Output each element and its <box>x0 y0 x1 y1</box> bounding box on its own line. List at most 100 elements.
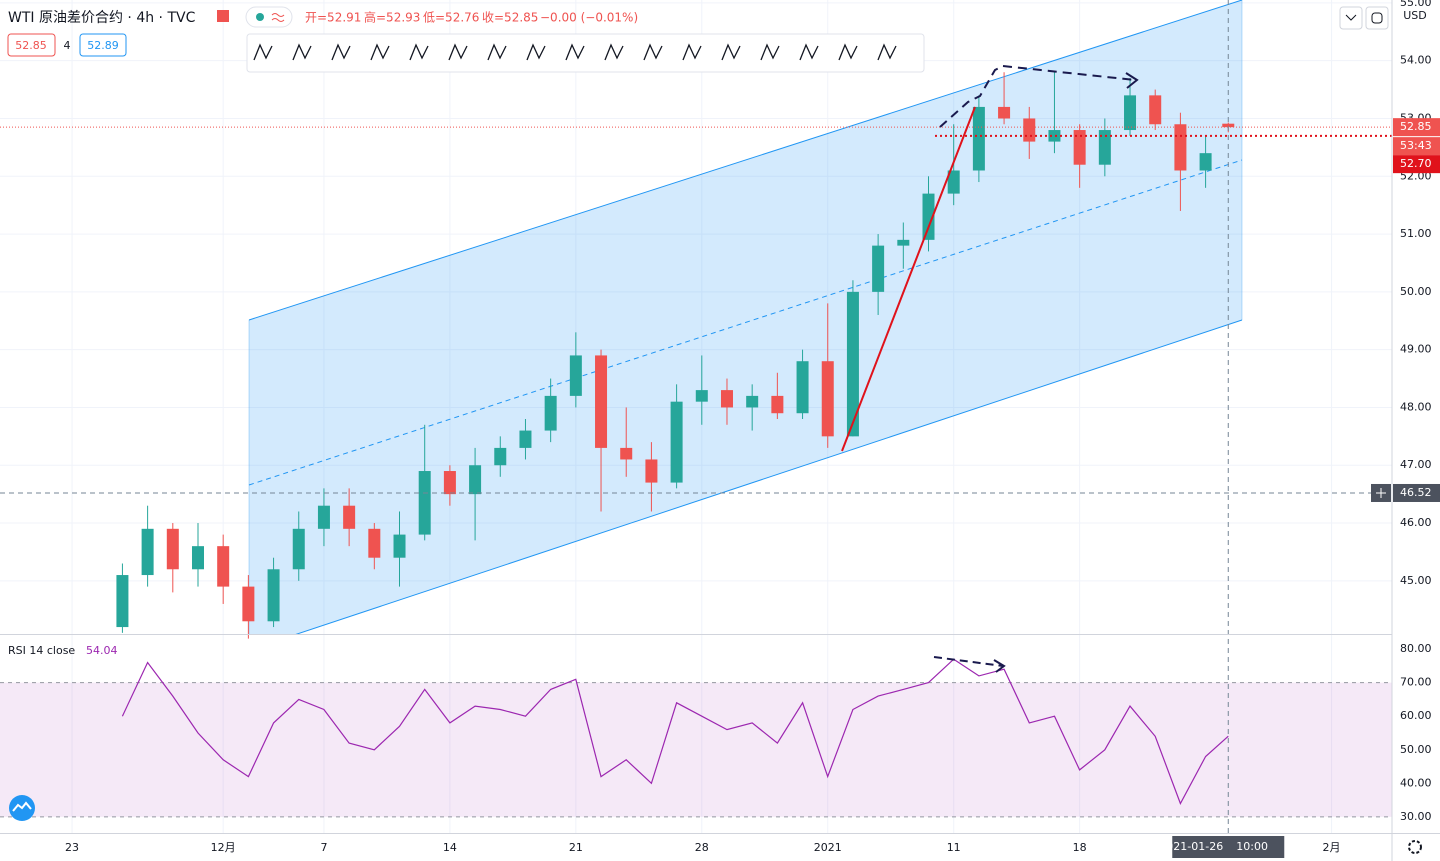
candle-body <box>1124 95 1137 131</box>
tool-icon <box>565 43 585 61</box>
flag-icon[interactable] <box>217 10 229 22</box>
candle-body <box>116 575 129 628</box>
arrow-head <box>993 659 1006 673</box>
crosshair-time: 10:00 <box>1236 840 1268 853</box>
reset-button[interactable] <box>1365 6 1389 30</box>
candle-body <box>343 505 356 529</box>
channel-bottom <box>295 319 1243 634</box>
dashed-arrow <box>939 65 1004 128</box>
candle-body <box>519 430 532 448</box>
x-tick-label: 2021 <box>814 841 842 854</box>
tool-icon <box>721 43 741 61</box>
ohlc-legend: 低=52.76 <box>423 11 479 25</box>
channel-fill <box>249 0 1242 634</box>
candle-body <box>267 569 280 622</box>
candle-body <box>1023 118 1036 142</box>
tool-icon <box>370 43 390 61</box>
x-tick-label: 11 <box>947 841 961 854</box>
last-price-label: 52.85 <box>1400 120 1432 133</box>
candle-body <box>796 361 809 414</box>
candle-body <box>595 355 608 448</box>
x-tick-label: 2月 <box>1323 841 1341 854</box>
candle-body <box>1073 130 1086 165</box>
arrow-head <box>1125 72 1139 89</box>
logo-mark <box>12 801 32 812</box>
tool-icon <box>253 43 273 61</box>
candle-body <box>1149 95 1162 125</box>
sell-box[interactable] <box>7 33 56 57</box>
y-tick-label: 48.00 <box>1400 400 1432 413</box>
candle-body <box>1174 124 1187 171</box>
rsi-dashed-arrow <box>933 656 1004 667</box>
y-tick-label: 30.00 <box>1400 810 1432 823</box>
tool-icon <box>877 43 897 61</box>
candle-body <box>544 395 557 431</box>
line-price-tag <box>1393 155 1440 174</box>
tool-icon <box>409 43 429 61</box>
drawings-front <box>841 65 1139 673</box>
chart-title: WTI 原油差价合约 · 4h · TVC <box>8 10 196 26</box>
ohlc-legend: 开=52.91 <box>305 11 361 25</box>
icon <box>1371 12 1383 24</box>
crosshair-price-label: 46.52 <box>1400 486 1432 499</box>
candle-body <box>771 395 784 414</box>
x-tick-label: 23 <box>65 841 79 854</box>
candle-body <box>947 170 960 194</box>
x-tick-label: 18 <box>1073 841 1087 854</box>
spread: 4 <box>64 39 71 52</box>
candle-body <box>166 528 179 570</box>
x-tick-label: 12月 <box>211 841 236 854</box>
settings-button[interactable] <box>1408 840 1422 854</box>
y-tick-label: 46.00 <box>1400 516 1432 529</box>
y-tick-label: 50.00 <box>1400 743 1432 756</box>
y-tick-label: 50.00 <box>1400 285 1432 298</box>
crosshair-price-tag <box>1393 483 1440 502</box>
candle-body <box>1222 123 1235 128</box>
tool-icon <box>487 43 507 61</box>
rsi-band <box>0 682 1392 817</box>
candle-body <box>191 546 204 570</box>
candle-body <box>393 534 406 558</box>
compare-button[interactable] <box>245 6 293 28</box>
trend-line <box>841 106 976 452</box>
y-tick-label: 51.00 <box>1400 227 1432 240</box>
tool-icon <box>331 43 351 61</box>
scroll-button[interactable] <box>1339 6 1363 30</box>
candle-body <box>1199 153 1212 171</box>
tool-icon <box>760 43 780 61</box>
tool-icon <box>643 43 663 61</box>
channel-top <box>248 0 1243 321</box>
y-tick-label: 54.00 <box>1400 54 1432 67</box>
tool-icon <box>604 43 624 61</box>
status-icon <box>271 13 285 22</box>
candle-body <box>998 106 1011 119</box>
crosshair-date: 2021-01-26 <box>1159 840 1223 853</box>
drawings-back <box>248 0 1243 634</box>
line-price-label: 52.70 <box>1400 157 1432 170</box>
buy-box[interactable] <box>79 33 127 57</box>
rsi-legend: RSI 14 close <box>8 644 75 657</box>
candle-body <box>897 239 910 246</box>
candle-body <box>821 361 834 437</box>
candle-body <box>670 401 683 483</box>
marks <box>0 0 1392 833</box>
status-dot <box>256 13 264 21</box>
candle-body <box>972 106 985 171</box>
y-tick-label: 45.00 <box>1400 574 1432 587</box>
candle-body <box>141 528 154 576</box>
countdown-tag <box>1393 137 1440 156</box>
tool-icon <box>838 43 858 61</box>
candle-body <box>846 291 859 437</box>
dashed-arrow <box>1002 65 1136 81</box>
drawing-toolbar <box>246 33 925 73</box>
candle-body <box>746 395 759 408</box>
y-tick-label: 80.00 <box>1400 642 1432 655</box>
currency: USD <box>1403 9 1427 22</box>
rsi-line <box>121 658 1229 805</box>
candle-body <box>292 528 305 570</box>
tool-icon <box>448 43 468 61</box>
tool-icon <box>526 43 546 61</box>
